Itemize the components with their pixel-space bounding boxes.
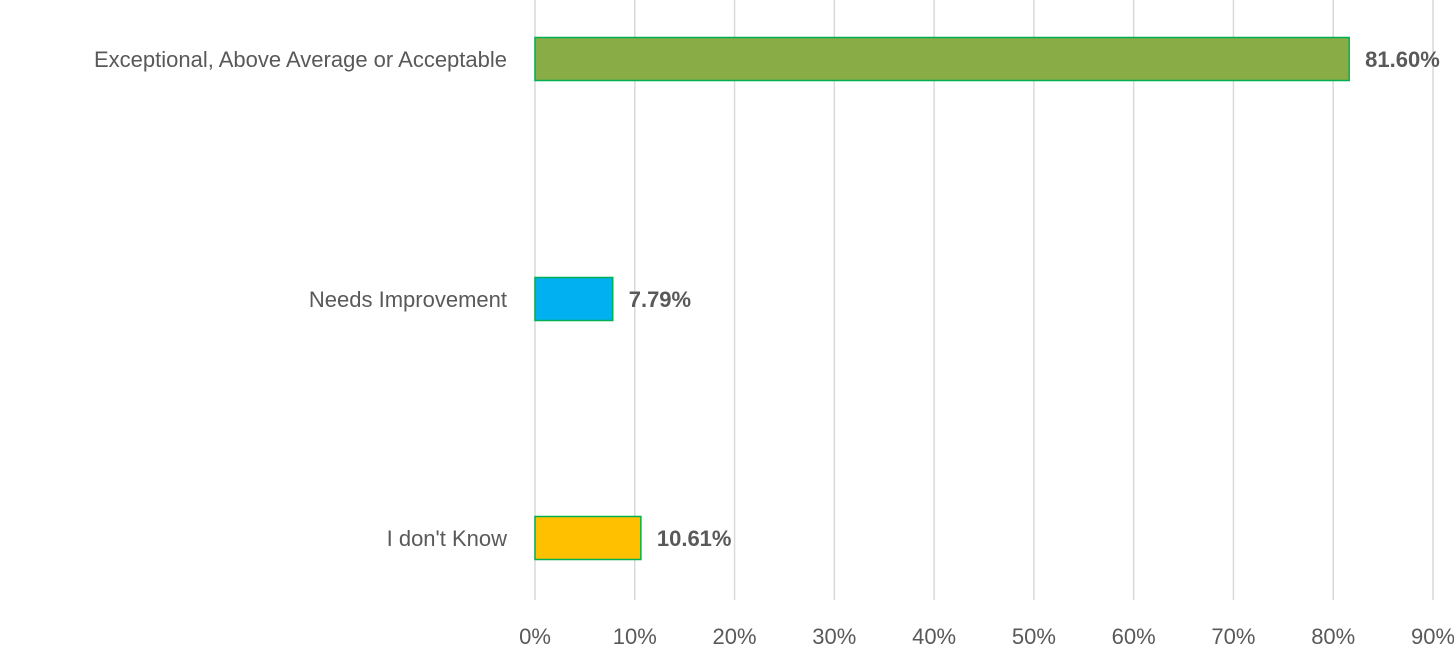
x-tick-label: 10%	[613, 624, 657, 649]
category-label: I don't Know	[387, 526, 508, 551]
labels: 0% 10% 20% 30% 40% 50% 60% 70% 80% 90% Exceptional…	[94, 47, 1454, 649]
grid-lines	[534, 0, 1434, 600]
bar	[534, 515, 642, 561]
bar	[534, 276, 614, 322]
data-label: 10.61%	[657, 526, 732, 551]
x-tick-label: 70%	[1211, 624, 1255, 649]
bar	[534, 36, 1350, 82]
x-tick-label: 80%	[1311, 624, 1355, 649]
x-tick-label: 90%	[1411, 624, 1454, 649]
x-tick-label: 40%	[912, 624, 956, 649]
data-label: 81.60%	[1365, 47, 1440, 72]
x-tick-label: 30%	[812, 624, 856, 649]
x-tick-label: 0%	[519, 624, 551, 649]
x-tick-label: 50%	[1012, 624, 1056, 649]
category-label: Exceptional, Above Average or Acceptable	[94, 47, 507, 72]
data-label: 7.79%	[629, 287, 691, 312]
x-tick-label: 60%	[1112, 624, 1156, 649]
x-tick-label: 20%	[713, 624, 757, 649]
category-label: Needs Improvement	[309, 287, 507, 312]
bars	[534, 36, 1350, 561]
